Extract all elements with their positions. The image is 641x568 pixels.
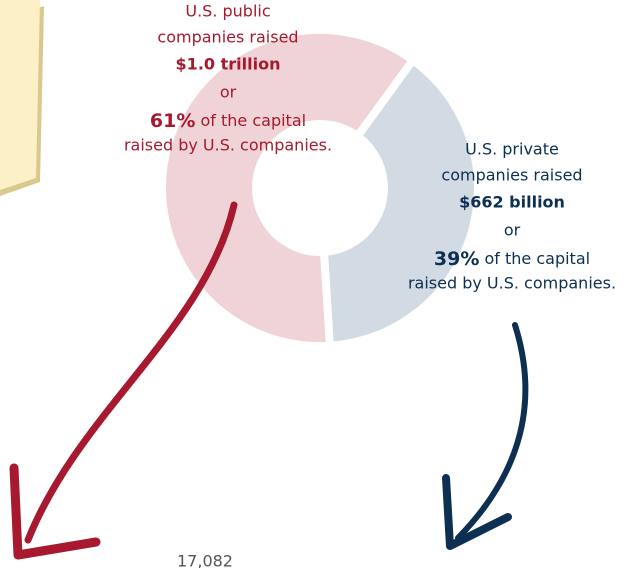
last-line: raised by U.S. companies.	[124, 136, 332, 155]
amount: $662 billion	[459, 193, 565, 212]
amount: $1.0 trillion	[176, 55, 281, 74]
share-value: 61%	[150, 110, 195, 132]
share-suffix: of the capital	[479, 249, 590, 268]
share-line: 39% of the capital	[434, 248, 590, 270]
footer-number: 17,082	[177, 552, 233, 568]
last-line: raised by U.S. companies.	[408, 274, 616, 293]
share-line: 61% of the capital	[150, 110, 306, 132]
label-line: companies raised	[441, 166, 582, 185]
red-arrow	[24, 201, 238, 544]
donut-slice	[315, 54, 482, 350]
sticky-note	[0, 0, 40, 190]
label-line: U.S. public	[185, 2, 270, 21]
label-line: U.S. private	[465, 140, 559, 159]
or-text: or	[220, 83, 237, 102]
donut-hole	[252, 120, 388, 256]
blue-arrowhead	[442, 474, 512, 550]
or-text: or	[504, 221, 521, 240]
share-suffix: of the capital	[195, 111, 306, 130]
red-arrowhead	[9, 463, 101, 560]
blue-arrow	[455, 322, 529, 541]
label-line: companies raised	[157, 28, 298, 47]
share-value: 39%	[434, 248, 479, 270]
